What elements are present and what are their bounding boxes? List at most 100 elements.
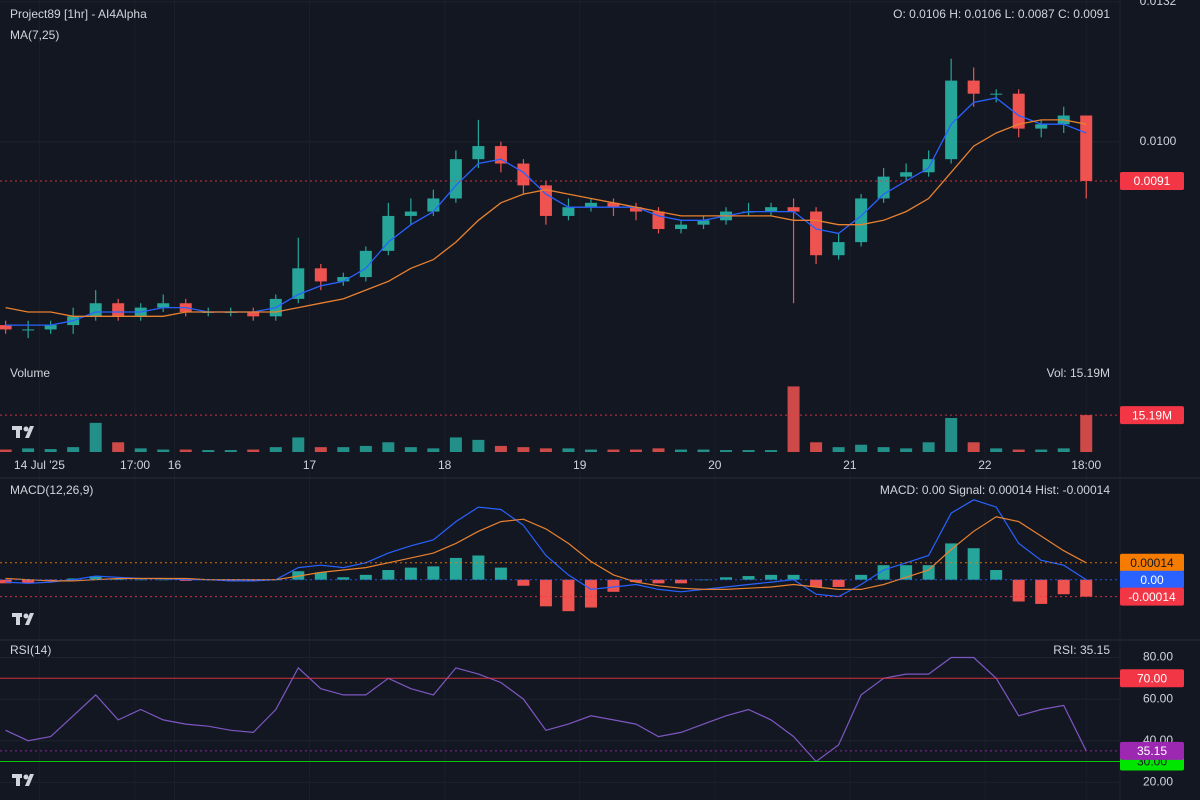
y-tick-label: 20.00 (1143, 775, 1173, 789)
histogram-bar (855, 574, 868, 580)
histogram-bar (67, 578, 80, 580)
histogram-bar (697, 579, 710, 581)
marker-tag-label: 0.00 (1140, 573, 1164, 587)
histogram-bar (157, 579, 170, 581)
candle-body (900, 172, 913, 177)
histogram-bar (1080, 579, 1093, 597)
volume-bar (67, 447, 80, 452)
histogram-bar (1057, 579, 1070, 595)
candle-body (787, 207, 800, 212)
volume-bar (720, 450, 733, 452)
histogram-bar (675, 579, 688, 584)
histogram-bar (832, 579, 845, 587)
candle-body (427, 198, 440, 212)
candle-body (1012, 93, 1025, 129)
volume-bar (1057, 448, 1070, 452)
candle-body (517, 163, 530, 186)
volume-bar (44, 449, 57, 452)
histogram-bar (742, 576, 755, 580)
volume-bar (742, 450, 755, 452)
histogram-bar (539, 579, 552, 607)
x-tick-label: 16 (168, 458, 182, 472)
marker-tag (1120, 553, 1184, 572)
volume-bar (562, 448, 575, 452)
x-tick-label: 19 (573, 458, 587, 472)
panel-subtitle: MA(7,25) (10, 28, 59, 42)
panel-title: MACD(12,26,9) (10, 483, 93, 497)
candle-body (539, 185, 552, 216)
histogram-bar (517, 579, 530, 586)
histogram-bar (382, 570, 395, 580)
candle-body (832, 242, 845, 256)
histogram-bar (472, 555, 485, 580)
candle-body (112, 303, 125, 317)
marker-tag (1120, 172, 1184, 190)
y-tick-label: 60.00 (1143, 691, 1173, 705)
candle-body (44, 325, 57, 330)
volume-bar (269, 447, 282, 452)
histogram-bar (990, 570, 1003, 580)
volume-bar (629, 449, 642, 452)
candle-body (89, 303, 102, 317)
candle-body (157, 303, 170, 308)
histogram-bar (629, 579, 642, 583)
marks-layer (0, 58, 1120, 763)
volume-bar (945, 418, 958, 452)
histogram-bar (720, 577, 733, 580)
volume-bar (89, 422, 102, 452)
volume-bar (224, 450, 237, 452)
volume-bar (967, 442, 980, 452)
marker-tag (1120, 406, 1184, 425)
candle-body (967, 80, 980, 94)
volume-bar (472, 439, 485, 452)
x-tick-label: 14 Jul '25 (14, 458, 65, 472)
candle-body (22, 329, 35, 331)
marker-tag-label: 15.19M (1132, 408, 1172, 422)
volume-bar (134, 448, 147, 452)
panel-title: RSI(14) (10, 643, 51, 657)
volume-bar (675, 449, 688, 452)
histogram-bar (1012, 579, 1025, 602)
x-tick-label: 22 (978, 458, 992, 472)
candle-body (382, 215, 395, 251)
candle-body (472, 146, 485, 160)
histogram-bar (314, 572, 327, 580)
x-tick-label: 17:00 (120, 458, 150, 472)
volume-bar (337, 447, 350, 452)
volume-bar (697, 449, 710, 452)
histogram-bar (607, 579, 620, 592)
volume-bar (449, 437, 462, 452)
histogram-bar (337, 577, 350, 580)
panel-value: RSI: 35.15 (1053, 643, 1110, 657)
volume-bar (877, 447, 890, 452)
candle-body (337, 277, 350, 282)
volume-bar (0, 449, 12, 452)
marker-tag (1120, 587, 1184, 606)
y-tick-label: 0.0100 (1140, 134, 1177, 148)
panel-value: Vol: 15.19M (1047, 366, 1110, 380)
volume-bar (900, 448, 913, 452)
tv-logo (12, 613, 34, 625)
histogram-bar (765, 574, 778, 580)
volume-bar (494, 445, 507, 452)
candle-body (1080, 115, 1093, 181)
labels-layer: 14 Jul '25 17:00 16 17 18 19 20 21 22 18:00 Projec… (10, 0, 1184, 789)
volume-bar (427, 448, 440, 452)
marker-tag-label: -0.00014 (1128, 590, 1176, 604)
volume-bar (247, 449, 260, 452)
panel-value: MACD: 0.00 Signal: 0.00014 Hist: -0.0001… (880, 483, 1110, 497)
histogram-bar (967, 548, 980, 580)
marker-tag-label: 70.00 (1137, 671, 1167, 685)
volume-bar (359, 445, 372, 452)
y-tick-label: 0.0132 (1140, 0, 1177, 8)
histogram-bar (427, 566, 440, 580)
marker-tag-label: 35.15 (1137, 744, 1167, 758)
candle-body (404, 211, 417, 216)
volume-bar (922, 442, 935, 452)
histogram-bar (179, 579, 192, 581)
volume-bar (517, 447, 530, 452)
candle-body (1035, 124, 1048, 129)
x-tick-label: 17 (303, 458, 317, 472)
volume-bar (855, 444, 868, 452)
